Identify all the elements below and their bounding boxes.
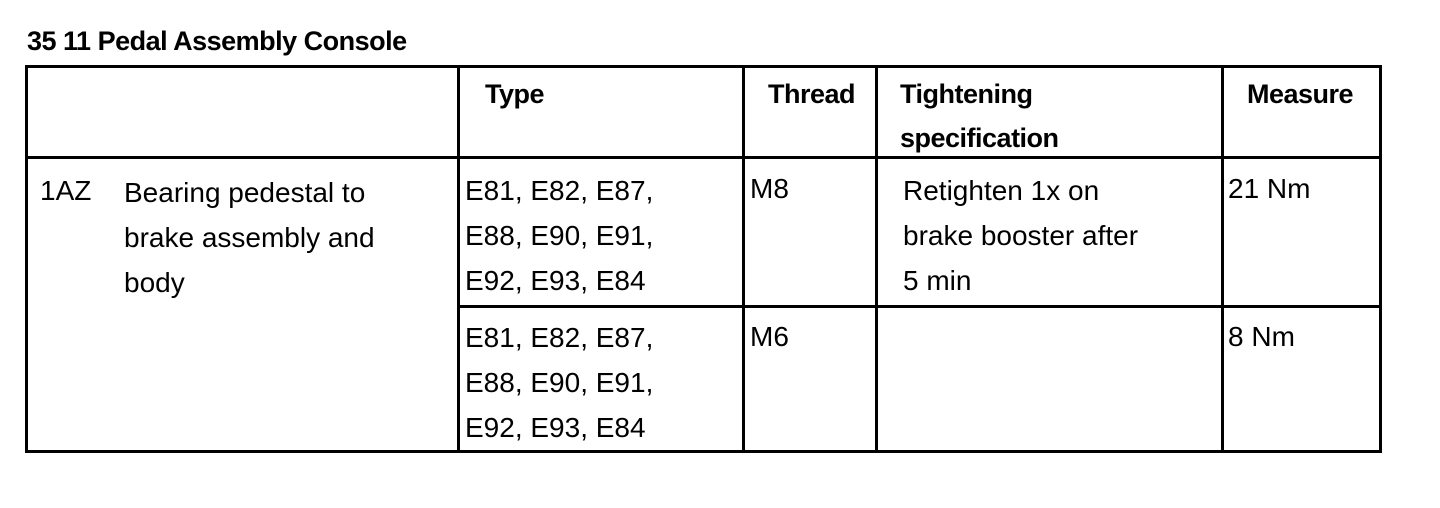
- description-line: brake assembly and: [124, 222, 375, 253]
- row1-measure: 21 Nm: [1228, 173, 1311, 204]
- spec-line: Retighten 1x on: [903, 175, 1100, 206]
- description-line: body: [124, 267, 185, 298]
- row1-type: E81, E82, E87, E88, E90, E91, E92, E93, …: [465, 168, 653, 303]
- row2-thread: M6: [750, 321, 789, 352]
- table-border: [875, 65, 878, 453]
- table-border: [25, 65, 28, 453]
- row2-type: E81, E82, E87, E88, E90, E91, E92, E93, …: [465, 315, 653, 450]
- type-line: E88, E90, E91,: [465, 367, 654, 398]
- item-code: 1AZ: [40, 175, 92, 206]
- spec-line: brake booster after: [903, 220, 1139, 251]
- table-border: [25, 65, 1382, 68]
- table-border: [1221, 65, 1224, 453]
- row1-thread: M8: [750, 173, 789, 204]
- type-line: E92, E93, E84: [465, 412, 646, 443]
- type-line: E81, E82, E87,: [465, 175, 654, 206]
- header-type: Type: [485, 79, 545, 109]
- header-tightening-line: Tightening: [900, 79, 1033, 109]
- table-border: [1379, 65, 1382, 453]
- header-tightening-line: specification: [900, 123, 1059, 153]
- row2-measure: 8 Nm: [1228, 321, 1295, 352]
- header-tightening: Tightening specification: [900, 72, 1059, 160]
- table-border: [25, 156, 1382, 159]
- item-description: Bearing pedestal to brake assembly and b…: [124, 170, 375, 305]
- table-border: [457, 305, 1382, 308]
- type-line: E88, E90, E91,: [465, 220, 654, 251]
- row1-spec: Retighten 1x on brake booster after 5 mi…: [903, 168, 1138, 303]
- page-title: 35 11 Pedal Assembly Console: [27, 26, 407, 56]
- header-measure: Measure: [1247, 79, 1354, 109]
- table-border: [457, 65, 460, 453]
- description-line: Bearing pedestal to: [124, 177, 366, 208]
- table-border: [25, 450, 1382, 453]
- type-line: E81, E82, E87,: [465, 322, 654, 353]
- table-border: [742, 65, 745, 453]
- spec-line: 5 min: [903, 265, 972, 296]
- type-line: E92, E93, E84: [465, 265, 646, 296]
- header-thread: Thread: [768, 79, 856, 109]
